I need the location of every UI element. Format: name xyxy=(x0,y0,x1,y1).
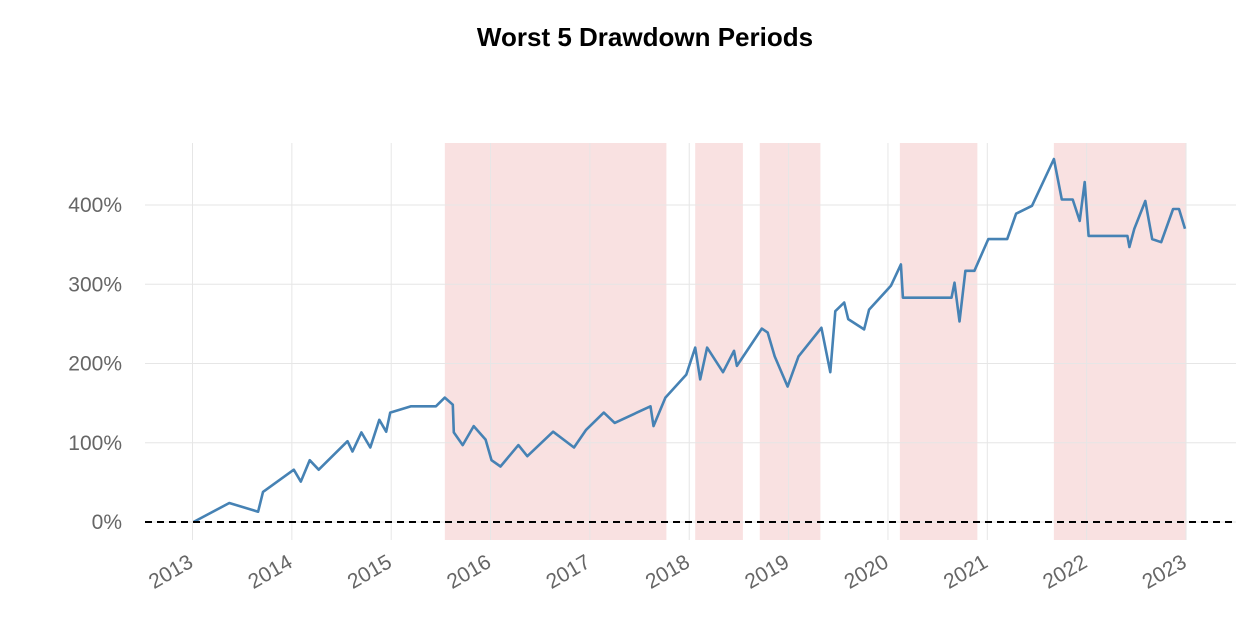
x-tick-label: 2018 xyxy=(642,550,694,593)
y-tick-label: 400% xyxy=(68,194,122,217)
drawdown-period-shade xyxy=(899,143,978,540)
y-tick-label: 300% xyxy=(68,273,122,296)
y-tick-label: 200% xyxy=(68,353,122,376)
x-tick-label: 2017 xyxy=(542,550,594,593)
x-tick-label: 2015 xyxy=(344,550,396,593)
x-tick-label: 2014 xyxy=(244,550,296,593)
x-tick-label: 2021 xyxy=(940,550,992,593)
x-tick-label: 2016 xyxy=(443,550,495,593)
drawdown-period-shade xyxy=(444,143,667,540)
x-tick-label: 2013 xyxy=(145,550,197,593)
drawdown-period-shade xyxy=(695,143,743,540)
x-tick-label: 2023 xyxy=(1139,550,1191,593)
y-tick-label: 0% xyxy=(92,511,122,534)
cumulative-return-line xyxy=(192,157,1187,524)
y-tick-label: 100% xyxy=(68,432,122,455)
x-tick-label: 2019 xyxy=(741,550,793,593)
chart-title: Worst 5 Drawdown Periods xyxy=(476,22,814,52)
x-tick-label: 2022 xyxy=(1039,550,1091,593)
x-tick-label: 2020 xyxy=(840,550,892,593)
